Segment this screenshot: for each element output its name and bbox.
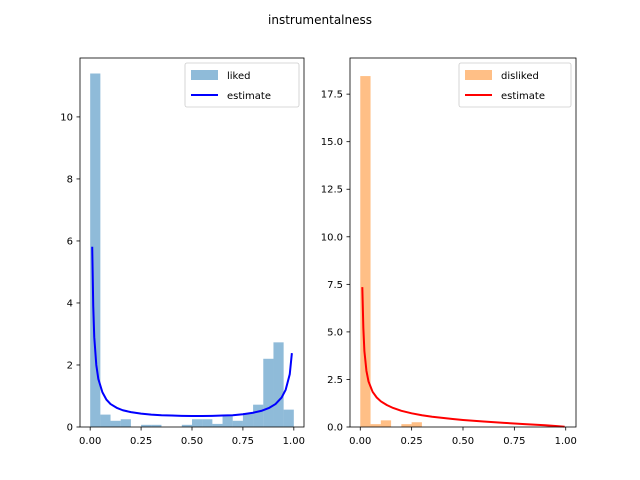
legend-swatch-liked	[191, 70, 218, 80]
y-tick-label: 2	[67, 360, 73, 371]
hist-bar-liked	[181, 424, 192, 427]
hist-bar-liked	[100, 414, 111, 427]
hist-bar-liked	[283, 409, 294, 427]
hist-bar-liked	[192, 419, 203, 427]
x-tick-label: 0.00	[79, 436, 101, 447]
y-tick-label: 10	[60, 112, 73, 123]
hist-bar-liked	[253, 404, 264, 427]
hist-bar-disliked	[370, 424, 381, 427]
y-tick-label: 10.0	[321, 232, 343, 243]
estimate-line	[361, 287, 565, 428]
hist-bar-liked	[202, 419, 213, 427]
hist-bar-liked	[90, 73, 101, 427]
legend-label-disliked: disliked	[501, 71, 539, 82]
x-tick-label: 0.75	[232, 436, 254, 447]
legend-swatch-disliked	[465, 70, 492, 80]
hist-bar-disliked	[360, 76, 371, 428]
legend-label-estimate: estimate	[501, 91, 545, 102]
hist-bar-disliked	[401, 424, 412, 427]
y-tick-label: 15.0	[321, 137, 343, 148]
y-tick-label: 6	[67, 236, 73, 247]
left-panel: 0.00 0.25 0.50 0.75 1.00 0 2 4 6 8 10 liked estimate	[60, 57, 305, 447]
y-tick-label: 7.5	[327, 280, 343, 291]
x-tick-label: 0.25	[401, 436, 423, 447]
hist-bar-liked	[212, 423, 223, 427]
y-tick-label: 4	[67, 298, 73, 309]
y-tick-label: 12.5	[321, 185, 343, 196]
hist-bar-disliked	[380, 420, 392, 427]
x-tick-label: 0.50	[181, 436, 203, 447]
estimate-line	[91, 246, 293, 417]
hist-bar-liked	[232, 420, 243, 427]
hist-bar-liked	[222, 416, 233, 427]
hist-bar-disliked	[411, 422, 422, 427]
legend-label-liked: liked	[227, 71, 251, 82]
x-tick-label: 0.00	[349, 436, 371, 447]
y-tick-label: 5.0	[327, 327, 343, 338]
legend-label-estimate: estimate	[227, 91, 271, 102]
x-tick-label: 1.00	[555, 436, 577, 447]
x-tick-label: 0.75	[503, 436, 525, 447]
y-tick-label: 17.5	[321, 90, 343, 101]
figure-title: instrumentalness	[268, 13, 372, 27]
hist-bar-liked	[242, 413, 254, 427]
x-tick-label: 0.25	[130, 436, 152, 447]
hist-bar-liked	[151, 424, 162, 427]
hist-bar-liked	[263, 358, 274, 427]
right-panel: 0.00 0.25 0.50 0.75 1.00 0.0 2.5 5.0 7.5 10.0 12.5…	[321, 57, 577, 447]
hist-bar-liked	[120, 419, 131, 427]
x-tick-label: 0.50	[452, 436, 474, 447]
y-tick-label: 8	[67, 174, 73, 185]
hist-bar-liked	[273, 342, 284, 427]
y-tick-label: 2.5	[327, 375, 343, 386]
y-tick-label: 0.0	[327, 423, 343, 434]
hist-bar-liked	[110, 420, 121, 427]
y-tick-label: 0	[67, 423, 73, 434]
hist-bar-liked	[141, 424, 152, 427]
x-tick-label: 1.00	[283, 436, 305, 447]
